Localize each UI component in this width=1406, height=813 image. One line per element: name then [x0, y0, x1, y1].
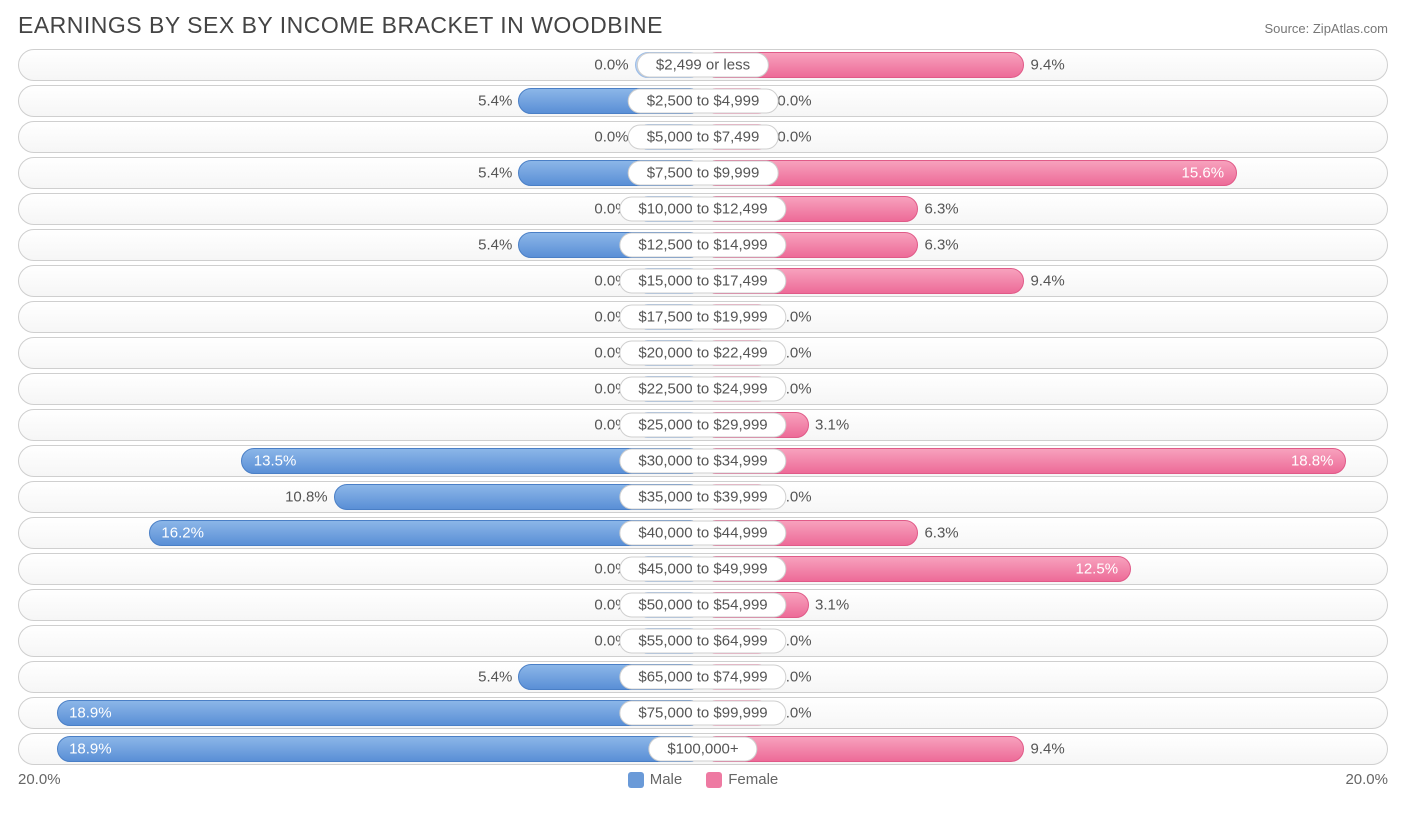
male-value: 5.4% — [478, 237, 512, 254]
axis-right-label: 20.0% — [1345, 771, 1388, 788]
category-label: $40,000 to $44,999 — [619, 521, 786, 546]
chart-row: 0.0%0.0%$55,000 to $64,999 — [18, 625, 1388, 657]
axis-left-label: 20.0% — [18, 771, 61, 788]
female-value: 6.3% — [924, 237, 958, 254]
male-bar — [57, 700, 703, 726]
male-value: 13.5% — [254, 453, 297, 470]
category-label: $15,000 to $17,499 — [619, 269, 786, 294]
chart-row: 0.0%12.5%$45,000 to $49,999 — [18, 553, 1388, 585]
chart-row: 0.0% 0.0%$5,000 to $7,499 — [18, 121, 1388, 153]
female-value: 3.1% — [815, 597, 849, 614]
chart-row: 0.0%0.0%$20,000 to $22,499 — [18, 337, 1388, 369]
male-value: 5.4% — [478, 669, 512, 686]
category-label: $2,500 to $4,999 — [628, 89, 779, 114]
female-value: 9.4% — [1030, 57, 1064, 74]
chart-row: 16.2% 6.3% $40,000 to $44,999 — [18, 517, 1388, 549]
category-label: $30,000 to $34,999 — [619, 449, 786, 474]
male-value: 16.2% — [161, 525, 204, 542]
female-value: 0.0% — [777, 93, 811, 110]
category-label: $75,000 to $99,999 — [619, 701, 786, 726]
legend-male: Male — [628, 771, 683, 788]
chart-row: 10.8%0.0%$35,000 to $39,999 — [18, 481, 1388, 513]
female-value: 9.4% — [1030, 741, 1064, 758]
chart-row: 5.4% 6.3% $12,500 to $14,999 — [18, 229, 1388, 261]
category-label: $10,000 to $12,499 — [619, 197, 786, 222]
legend: Male Female — [628, 771, 779, 788]
category-label: $100,000+ — [648, 737, 757, 762]
chart-row: 5.4% 15.6% $7,500 to $9,999 — [18, 157, 1388, 189]
source-label: Source: ZipAtlas.com — [1264, 21, 1388, 36]
male-value: 10.8% — [285, 489, 328, 506]
chart-row: 13.5% 18.8% $30,000 to $34,999 — [18, 445, 1388, 477]
male-value: 0.0% — [594, 57, 628, 74]
male-bar — [57, 736, 703, 762]
chart-row: 0.0%6.3%$10,000 to $12,499 — [18, 193, 1388, 225]
chart-row: 0.0%0.0%$22,500 to $24,999 — [18, 373, 1388, 405]
category-label: $45,000 to $49,999 — [619, 557, 786, 582]
category-label: $25,000 to $29,999 — [619, 413, 786, 438]
female-value: 15.6% — [1182, 165, 1225, 182]
chart-row: 0.0%3.1%$50,000 to $54,999 — [18, 589, 1388, 621]
chart-title: EARNINGS BY SEX BY INCOME BRACKET IN WOO… — [18, 12, 663, 39]
male-value: 5.4% — [478, 165, 512, 182]
male-value: 18.9% — [69, 705, 112, 722]
chart-row: 0.0% 9.4% $2,499 or less — [18, 49, 1388, 81]
legend-female-label: Female — [728, 771, 778, 788]
category-label: $7,500 to $9,999 — [628, 161, 779, 186]
chart-row: 18.9%0.0%$75,000 to $99,999 — [18, 697, 1388, 729]
butterfly-chart: 0.0%9.4%$2,499 or less5.4%0.0%$2,500 to … — [18, 49, 1388, 765]
chart-row: 0.0%9.4%$15,000 to $17,499 — [18, 265, 1388, 297]
female-value: 0.0% — [777, 129, 811, 146]
female-value: 6.3% — [924, 201, 958, 218]
male-value: 0.0% — [594, 129, 628, 146]
chart-row: 18.9% 9.4% $100,000+ — [18, 733, 1388, 765]
female-swatch — [706, 772, 722, 788]
female-bar — [703, 448, 1346, 474]
legend-female: Female — [706, 771, 778, 788]
category-label: $20,000 to $22,499 — [619, 341, 786, 366]
legend-male-label: Male — [650, 771, 683, 788]
female-bar — [703, 160, 1237, 186]
female-value: 9.4% — [1030, 273, 1064, 290]
category-label: $12,500 to $14,999 — [619, 233, 786, 258]
category-label: $50,000 to $54,999 — [619, 593, 786, 618]
male-swatch — [628, 772, 644, 788]
category-label: $2,499 or less — [637, 53, 769, 78]
male-value: 18.9% — [69, 741, 112, 758]
category-label: $17,500 to $19,999 — [619, 305, 786, 330]
chart-row: 5.4% 0.0%$2,500 to $4,999 — [18, 85, 1388, 117]
category-label: $55,000 to $64,999 — [619, 629, 786, 654]
category-label: $35,000 to $39,999 — [619, 485, 786, 510]
female-value: 12.5% — [1076, 561, 1119, 578]
chart-row: 5.4%0.0%$65,000 to $74,999 — [18, 661, 1388, 693]
chart-row: 0.0%0.0%$17,500 to $19,999 — [18, 301, 1388, 333]
female-value: 18.8% — [1291, 453, 1334, 470]
category-label: $65,000 to $74,999 — [619, 665, 786, 690]
chart-row: 0.0%3.1%$25,000 to $29,999 — [18, 409, 1388, 441]
male-value: 5.4% — [478, 93, 512, 110]
category-label: $22,500 to $24,999 — [619, 377, 786, 402]
female-value: 3.1% — [815, 417, 849, 434]
category-label: $5,000 to $7,499 — [628, 125, 779, 150]
female-value: 6.3% — [924, 525, 958, 542]
